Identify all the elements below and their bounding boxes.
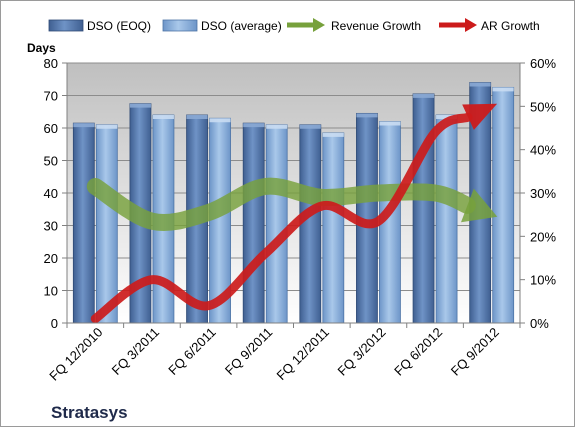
x-tick-label: FQ 3/2011 [109,325,162,378]
bar-cap-dso-average-fq-12-2011 [323,133,344,137]
x-tick-label: FQ 9/2011 [222,325,275,378]
y2-tick-label: 0% [530,316,549,331]
y2-tick-label: 20% [530,229,556,244]
bar-dso-average-fq-9-2011 [266,125,287,323]
bar-dso-eoq-fq-12-2010 [73,123,94,323]
bar-cap-dso-average-fq-3-2012 [379,122,400,126]
bar-cap-dso-eoq-fq-6-2012 [413,94,434,98]
y-tick-label: 20 [44,251,58,266]
legend-label-ar-growth: AR Growth [481,19,540,33]
y-tick-label: 40 [44,186,58,201]
x-tick-label: FQ 12/2011 [273,325,331,383]
y-tick-label: 60 [44,121,58,136]
bar-dso-average-fq-9-2012 [493,87,514,323]
bar-cap-dso-average-fq-12-2010 [96,125,117,129]
y-tick-label: 30 [44,219,58,234]
x-tick-label: FQ 3/2012 [335,325,389,379]
y2-tick-label: 50% [530,99,556,114]
y2-tick-label: 40% [530,143,556,158]
bar-cap-dso-eoq-fq-12-2010 [73,123,94,127]
y2-axis-ticks: 0% 10% 20% 30% 40% 50% 60% [530,56,556,331]
y2-tick-label: 10% [530,273,556,288]
bar-cap-dso-eoq-fq-3-2012 [356,113,377,117]
y-axis-ticks: 0 10 20 30 40 50 60 70 80 [44,56,58,331]
y2-tick-label: 60% [530,56,556,71]
legend-label-dso-average: DSO (average) [201,19,282,33]
bar-cap-dso-eoq-fq-6-2011 [187,115,208,119]
x-tick-label: FQ 9/2012 [448,325,502,379]
bar-cap-dso-eoq-fq-9-2012 [470,83,491,87]
bar-cap-dso-average-fq-3-2011 [153,115,174,119]
bar-dso-eoq-fq-12-2011 [300,125,321,323]
y2-tick-label: 30% [530,186,556,201]
legend-arrow-ar-growth [439,18,477,32]
legend-swatch-dso-average [163,20,197,31]
bar-cap-dso-average-fq-9-2012 [493,87,514,91]
bar-dso-average-fq-12-2011 [323,133,344,323]
bar-cap-dso-eoq-fq-9-2011 [243,123,264,127]
y-tick-label: 70 [44,89,58,104]
legend-label-revenue-growth: Revenue Growth [331,19,421,33]
bar-cap-dso-eoq-fq-12-2011 [300,125,321,129]
company-name: Stratasys [51,403,128,422]
bar-cap-dso-average-fq-6-2011 [210,118,231,122]
bar-dso-eoq-fq-6-2012 [413,94,434,323]
y-tick-label: 50 [44,154,58,169]
y-tick-label: 10 [44,284,58,299]
bar-dso-average-fq-12-2010 [96,125,117,323]
x-tick-label: FQ 6/2012 [391,325,445,379]
bar-cap-dso-eoq-fq-3-2011 [130,104,151,108]
y-tick-label: 80 [44,56,58,71]
legend-label-dso-eoq: DSO (EOQ) [87,19,151,33]
bar-dso-average-fq-6-2012 [436,115,457,323]
bar-cap-dso-average-fq-9-2011 [266,125,287,129]
legend-arrow-revenue-growth [287,18,325,32]
y-axis-title: Days [27,41,56,55]
y-tick-label: 0 [51,316,58,331]
x-tick-label: FQ 12/2010 [46,325,105,384]
x-tick-label: FQ 6/2011 [165,325,218,378]
legend: DSO (EOQ) DSO (average) Revenue Growth A… [49,18,540,33]
bar-dso-eoq-fq-9-2011 [243,123,264,323]
legend-swatch-dso-eoq [49,20,83,31]
